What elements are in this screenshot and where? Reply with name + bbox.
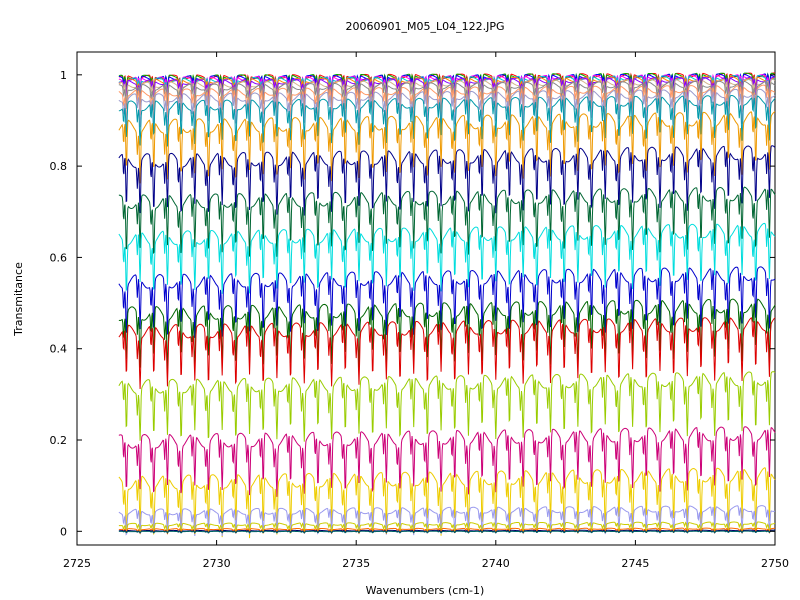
spectrum-series-line xyxy=(118,95,776,147)
y-tick-label: 1 xyxy=(60,69,67,82)
chart-title: 20060901_M05_L04_122.JPG xyxy=(346,20,505,33)
x-tick-label: 2745 xyxy=(621,557,649,570)
spectrum-series-line xyxy=(118,80,776,112)
plot-frame xyxy=(76,51,776,546)
y-tick-label: 0.8 xyxy=(50,160,68,173)
x-tick-label: 2740 xyxy=(482,557,510,570)
y-axis-label: Transmitance xyxy=(12,262,25,337)
y-tick-label: 0.6 xyxy=(50,251,68,264)
y-tick-label: 0.2 xyxy=(50,434,68,447)
spectrum-series-line xyxy=(118,88,776,132)
y-tick-label: 0 xyxy=(60,525,67,538)
spectrum-series-line xyxy=(118,222,776,294)
spectrum-series-line xyxy=(118,84,776,122)
series-group xyxy=(118,72,776,539)
x-tick-label: 2735 xyxy=(342,557,370,570)
spectrum-series-line xyxy=(118,298,776,371)
y-tick-label: 0.4 xyxy=(50,343,68,356)
spectrum-series-line xyxy=(118,317,776,390)
spectrum-series-line xyxy=(118,75,776,101)
spectrum-series-line xyxy=(118,527,776,535)
x-tick-label: 2725 xyxy=(63,557,91,570)
spectrum-series-line xyxy=(118,186,776,257)
spectrum-series-line xyxy=(118,76,776,102)
spectrum-series-line xyxy=(118,521,776,535)
x-axis-label: Wavenumbers (cm-1) xyxy=(366,584,485,597)
spectrum-series-line xyxy=(118,266,776,338)
x-tick-label: 2730 xyxy=(203,557,231,570)
spectrum-series-line xyxy=(118,371,776,442)
spectrum-series-line xyxy=(118,145,776,216)
spectrum-series-line xyxy=(118,75,776,99)
spectrum-series-line xyxy=(118,529,775,534)
spectrum-series-line xyxy=(118,467,776,539)
x-axis-ticks: 2725 2730 2735 2740 2745 2750 xyxy=(63,52,789,570)
spectrum-series-line xyxy=(118,111,776,184)
spectrum-series-line xyxy=(118,530,776,534)
y-axis-ticks: 0 0.2 0.4 0.6 0.8 1 xyxy=(50,69,775,538)
spectrum-series-line xyxy=(118,505,776,537)
spectrum-series-line xyxy=(118,426,776,497)
x-tick-label: 2750 xyxy=(761,557,789,570)
